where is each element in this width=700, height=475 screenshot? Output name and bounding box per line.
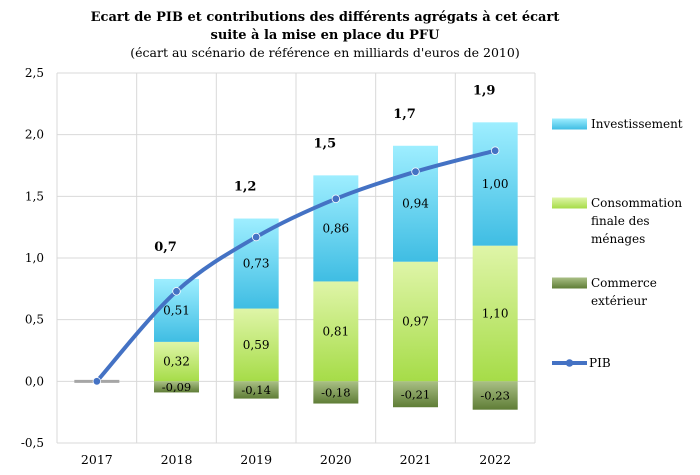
data-label-commerce-exterieur: -0,14 xyxy=(241,383,271,397)
data-label-consommation: 0,59 xyxy=(243,338,270,352)
x-tick-label: 2020 xyxy=(320,452,352,467)
data-label-pib: 1,5 xyxy=(314,136,337,151)
data-label-investissement: 0,86 xyxy=(322,221,349,235)
y-tick-label: 2,5 xyxy=(25,66,44,80)
legend-pib-marker xyxy=(565,359,574,367)
legend-investissement-swatch xyxy=(552,118,587,130)
data-label-consommation: 0,32 xyxy=(163,355,190,369)
x-tick-label: 2022 xyxy=(479,452,511,467)
legend-commerce-exterieur-label: extérieur xyxy=(591,294,647,308)
data-label-investissement: 0,94 xyxy=(402,197,429,211)
chart-subtitle: (écart au scénario de référence en milli… xyxy=(130,45,519,60)
legend-pib-label: PIB xyxy=(589,356,611,370)
pib-point xyxy=(411,167,420,176)
data-label-commerce-exterieur: -0,18 xyxy=(321,385,351,399)
pib-line xyxy=(92,146,500,386)
chart-title-line2: suite à la mise en place du PFU xyxy=(211,28,441,43)
y-tick-label: 0,5 xyxy=(25,313,44,327)
data-label-investissement: 1,00 xyxy=(482,177,509,191)
bars xyxy=(74,122,518,410)
data-label-consommation: 1,10 xyxy=(482,307,509,321)
data-label-commerce-exterieur: -0,21 xyxy=(401,387,431,401)
data-label-pib: 1,9 xyxy=(473,83,496,98)
bar-consommation xyxy=(393,261,438,382)
chart-title: Ecart de PIB et contributions des différ… xyxy=(91,10,560,25)
legend: Investissement Consommation finale des ména… xyxy=(552,117,683,370)
bar-commerce-exterieur xyxy=(154,381,199,393)
bar-consommation xyxy=(313,281,359,382)
grid xyxy=(56,72,536,444)
y-tick-label: 0,0 xyxy=(25,374,44,388)
bar-consommation xyxy=(472,245,518,382)
bar-commerce-exterieur xyxy=(313,381,359,404)
legend-investissement-label: Investissement xyxy=(591,117,683,131)
data-label-commerce-exterieur: -0,23 xyxy=(480,389,510,403)
pib-point xyxy=(331,194,341,203)
bar-commerce-exterieur xyxy=(233,381,279,399)
bar-commerce-exterieur xyxy=(472,381,518,410)
legend-consommation-label: Consommation xyxy=(591,196,682,210)
legend-consommation-label: finale des xyxy=(591,214,650,228)
data-label-investissement: 0,51 xyxy=(163,303,190,317)
y-tick-label: 2,0 xyxy=(25,128,44,142)
legend-commerce-exterieur-label: Commerce xyxy=(591,276,657,290)
data-label-commerce-exterieur: -0,09 xyxy=(162,380,192,394)
y-tick-label: -0,5 xyxy=(21,436,44,450)
pib-point xyxy=(172,287,181,296)
x-tick-label: 2019 xyxy=(240,452,272,467)
legend-commerce-exterieur-swatch xyxy=(552,277,587,289)
legend-consommation-swatch xyxy=(552,197,587,209)
data-label-consommation: 0,81 xyxy=(322,324,349,338)
y-tick-label: 1,5 xyxy=(25,189,44,203)
y-tick-label: 1,0 xyxy=(25,251,44,265)
pib-line-path xyxy=(94,148,498,384)
x-tick-label: 2018 xyxy=(161,452,193,467)
data-label-investissement: 0,73 xyxy=(243,257,270,271)
pib-point xyxy=(251,232,261,242)
pib-point xyxy=(92,377,102,386)
bar-consommation xyxy=(233,308,279,382)
data-label-pib: 0,7 xyxy=(154,240,177,255)
x-tick-label: 2017 xyxy=(81,452,113,467)
data-label-pib: 1,2 xyxy=(234,180,257,195)
axes: -0,5 0,0 0,5 1,0 1,5 2,0 2,5 2017 2018 2019 2020 20… xyxy=(21,66,511,467)
data-labels: 0,32 0,51 -0,09 0,7 0,59 0,73 -0,14 1,2 0,81 0,86… xyxy=(154,83,510,402)
bar-investissement xyxy=(472,122,518,246)
data-label-pib: 1,7 xyxy=(393,107,416,122)
legend-consommation-label: ménages xyxy=(591,232,645,246)
data-label-consommation: 0,97 xyxy=(402,315,429,329)
bar-commerce-exterieur xyxy=(393,381,438,408)
pib-point xyxy=(490,146,500,155)
bar-consommation xyxy=(154,341,199,382)
x-tick-label: 2021 xyxy=(400,452,432,467)
bar-investissement xyxy=(393,145,438,262)
